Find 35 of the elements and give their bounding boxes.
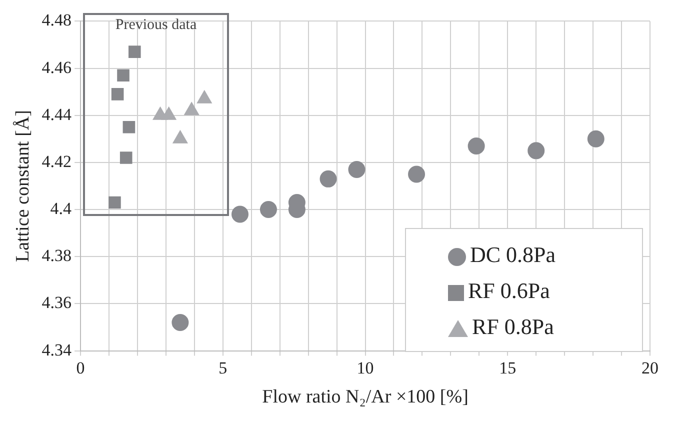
y-tick-label: 4.42 [42,152,72,171]
x-tick-label: 20 [642,358,658,378]
y-axis-title: Lattice constant [Å] [12,110,34,262]
point [108,196,121,209]
rectangle-outline: Previous data [83,13,229,216]
y-tick-label: 4.38 [42,246,72,266]
x-tick-label: 10 [356,358,374,378]
x-tick-label: 0 [76,358,85,378]
point [260,201,277,218]
y-tick-label: 4.36 [42,293,72,312]
legend-label: RF 0.6Pa [468,278,550,303]
point [587,130,604,148]
point [122,120,136,134]
point [111,88,124,100]
legend-label: DC 0.8Pa [470,242,556,267]
point [408,166,426,183]
annotation: Previous data [114,17,198,34]
point [468,137,485,154]
point [128,46,141,58]
y-tick-label: 4.48 [42,10,72,30]
y-tick-label: 4.34 [42,340,72,360]
y-tick-label: 4.4 [50,199,72,218]
x-tick-label: 5 [218,358,228,378]
point [120,152,132,164]
y-tick-label: 4.46 [42,58,72,77]
point [172,314,189,332]
point [348,161,366,178]
x-tick-label: 15 [499,358,516,378]
point [117,69,130,82]
y-tick-label: 4.44 [42,104,72,124]
point [231,206,248,223]
x-axis-title: Flow ratio N₂/Ar ×100 [%] [262,386,468,408]
point [320,170,337,188]
legend-label: RF 0.8Pa [472,314,554,339]
point [528,142,545,160]
